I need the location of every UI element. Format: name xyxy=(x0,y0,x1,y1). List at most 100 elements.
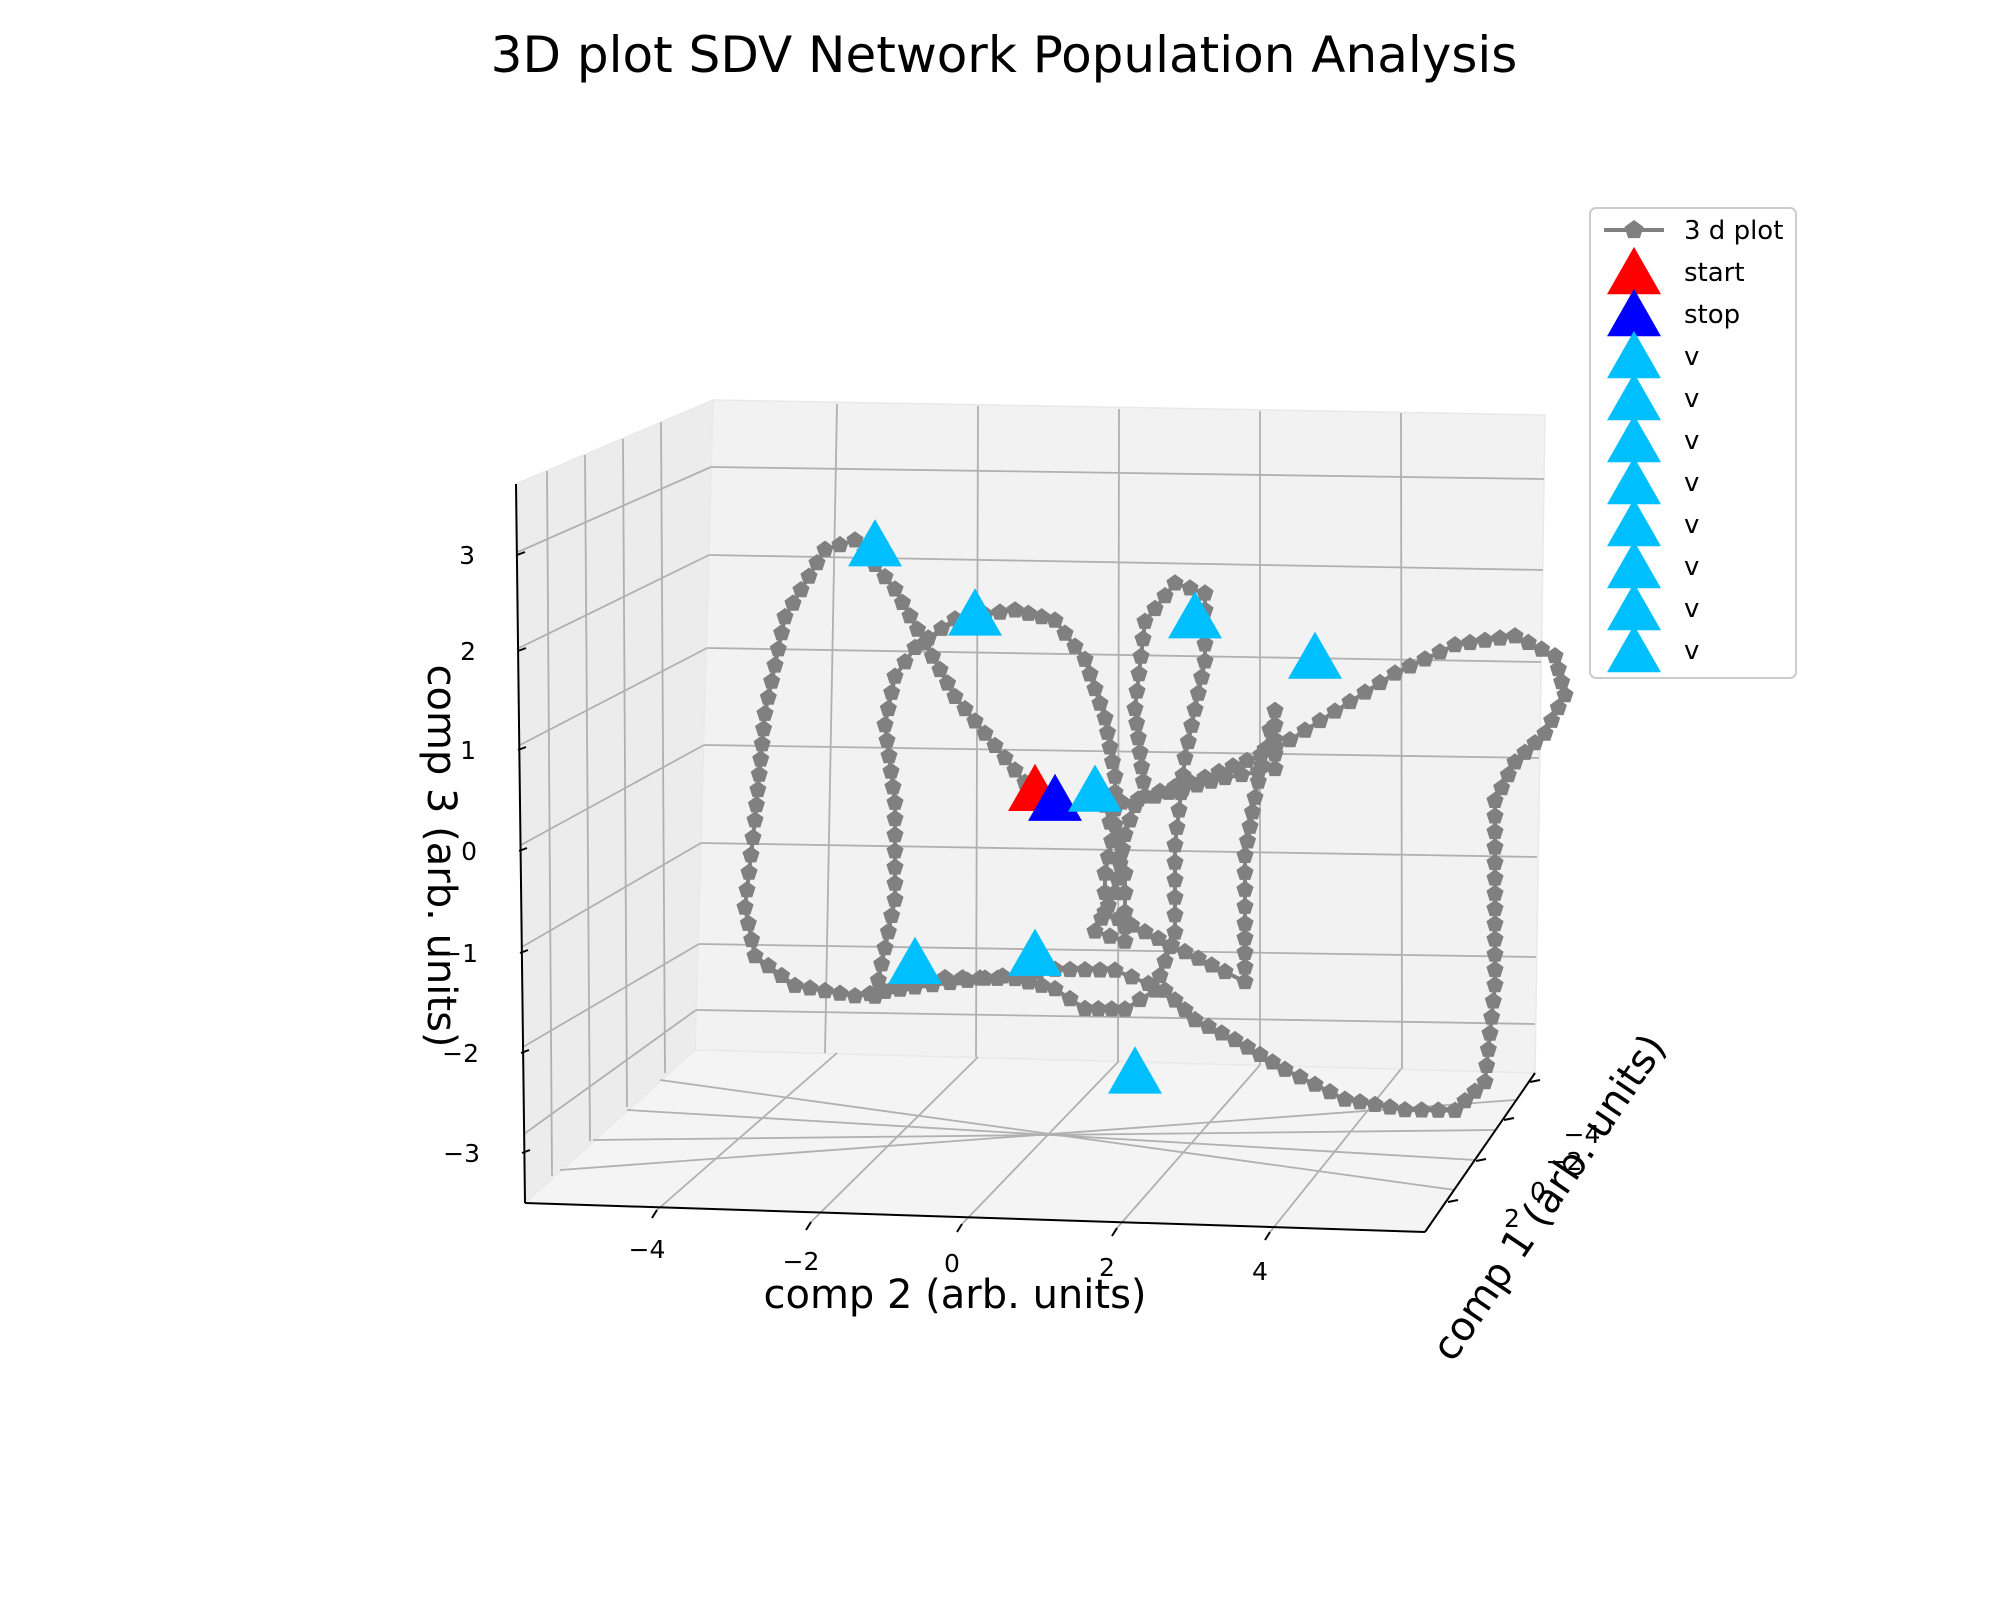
series-point-3d-plot xyxy=(1019,973,1037,990)
series-point-3d-plot xyxy=(1236,897,1254,914)
series-point-3d-plot xyxy=(1483,1008,1501,1025)
series-point-3d-plot xyxy=(1146,599,1164,617)
series-point-3d-plot xyxy=(808,554,826,571)
series-point-3d-plot xyxy=(1170,801,1188,818)
series-point-3d-plot xyxy=(966,712,984,729)
series-point-3d-plot xyxy=(933,619,951,636)
series-point-3d-plot xyxy=(1179,732,1197,750)
series-point-3d-plot xyxy=(1481,1024,1499,1041)
series-point-3d-plot xyxy=(846,531,864,548)
series-point-3d-plot xyxy=(1166,923,1184,940)
series-point-3d-plot xyxy=(1351,1093,1369,1110)
series-point-3d-plot xyxy=(1133,758,1151,775)
series-point-3d-plot xyxy=(1176,1001,1194,1018)
left-horizontal-gridline xyxy=(520,744,705,846)
series-point-3d-plot xyxy=(1196,652,1214,669)
depth-tick-label: 2 xyxy=(1504,1204,1520,1233)
left-depth-gridline xyxy=(546,470,553,1177)
series-point-3d-plot xyxy=(1199,1017,1217,1034)
series-point-3d-plot xyxy=(1486,869,1504,886)
series-point-3d-plot xyxy=(1101,813,1119,830)
depth-tick-label: 0 xyxy=(1530,1177,1546,1206)
series-point-3d-plot xyxy=(1326,702,1344,719)
series-point-3d-plot xyxy=(1163,936,1181,953)
series-point-3d-plot xyxy=(1130,664,1148,682)
series-point-3d-plot xyxy=(1106,961,1124,978)
series-point-3d-plot xyxy=(883,906,901,923)
series-point-3d-plot xyxy=(886,826,904,843)
series-point-3d-plot xyxy=(1306,1075,1324,1092)
back-horizontal-gridline xyxy=(706,647,1542,663)
series-point-3d-plot xyxy=(931,660,949,678)
legend-triangle-swatch xyxy=(1607,372,1661,421)
z-tick-mark xyxy=(518,847,528,852)
back-horizontal-gridline xyxy=(708,554,1544,571)
series-point-3d-plot xyxy=(786,976,804,993)
series-point-3d-plot xyxy=(866,987,884,1004)
legend-triangle-swatch xyxy=(1607,498,1661,547)
series-point-3d-plot xyxy=(1233,765,1251,783)
series-point-3d-plot xyxy=(1091,694,1109,711)
back-vertical-gridline xyxy=(1117,408,1120,1062)
series-point-3d-plot xyxy=(1486,899,1504,917)
legend-pentagon-swatch xyxy=(1624,220,1644,239)
x-tick-label: −2 xyxy=(783,1247,820,1276)
series-point-3d-plot xyxy=(879,699,897,717)
x-axis-line xyxy=(524,1202,1426,1233)
left-depth-gridline xyxy=(622,438,628,1108)
z-tick-mark xyxy=(519,949,529,954)
series-point-3d-plot xyxy=(1126,699,1144,716)
legend-entry-label: v xyxy=(1684,594,1699,624)
series-point-3d-plot xyxy=(1478,1056,1496,1073)
series-point-3d-plot xyxy=(976,724,994,741)
series-point-3d-plot xyxy=(773,966,791,983)
series-point-3d-plot xyxy=(1188,776,1206,793)
series-point-3d-plot xyxy=(1476,1072,1494,1090)
series-point-3d-plot xyxy=(1236,914,1254,931)
x-tick-mark xyxy=(956,1223,963,1233)
legend-entry-label: v xyxy=(1684,342,1699,372)
marker-v xyxy=(888,936,942,984)
series-point-3d-plot xyxy=(1486,807,1504,824)
series-point-3d-plot xyxy=(991,603,1009,620)
legend-triangle-swatch xyxy=(1607,246,1661,295)
back-vertical-gridline xyxy=(1400,412,1403,1070)
z-tick-label: 0 xyxy=(461,837,477,866)
series-point-3d-plot xyxy=(936,968,954,986)
grid-lines xyxy=(517,403,1545,1233)
legend-entry-label: v xyxy=(1684,510,1699,540)
series-point-3d-plot xyxy=(773,624,791,641)
series-point-3d-plot xyxy=(1093,909,1111,926)
series-point-3d-plot xyxy=(1149,929,1167,946)
x-tick-label: −4 xyxy=(629,1235,666,1264)
series-point-3d-plot xyxy=(1103,1000,1121,1017)
legend-entry-label: stop xyxy=(1684,300,1740,330)
series-point-3d-plot xyxy=(738,881,756,898)
series-point-3d-plot xyxy=(816,981,834,999)
marker-v xyxy=(1108,1046,1162,1094)
left-depth-gridline xyxy=(584,454,591,1142)
back-horizontal-gridline xyxy=(698,943,1537,958)
series-point-3d-plot xyxy=(1246,788,1264,805)
series-point-3d-plot xyxy=(886,890,904,907)
series-point-3d-plot xyxy=(759,956,777,974)
left-depth-gridline xyxy=(660,421,666,1074)
series-point-3d-plot xyxy=(1401,657,1419,674)
x-tick-mark xyxy=(1111,1227,1118,1237)
left-horizontal-gridline xyxy=(517,466,712,553)
legend-triangle-swatch xyxy=(1607,541,1661,589)
series-point-3d-plot xyxy=(1238,1038,1257,1055)
z-axis-label: comp 3 (arb. units) xyxy=(418,664,464,1047)
legend-entry-label: v xyxy=(1684,468,1699,498)
series-point-3d-plot xyxy=(884,778,902,795)
left-horizontal-gridline xyxy=(523,1009,697,1135)
series-point-3d-plot xyxy=(1066,637,1084,654)
series-point-3d-plot xyxy=(1061,989,1079,1007)
series-point-3d-plot xyxy=(747,796,765,813)
series-point-3d-plot xyxy=(1486,960,1504,978)
series-point-3d-plot xyxy=(801,979,819,996)
series-point-3d-plot xyxy=(1146,981,1164,998)
z-tick-mark xyxy=(517,746,527,751)
z-tick-label: 1 xyxy=(460,736,476,765)
